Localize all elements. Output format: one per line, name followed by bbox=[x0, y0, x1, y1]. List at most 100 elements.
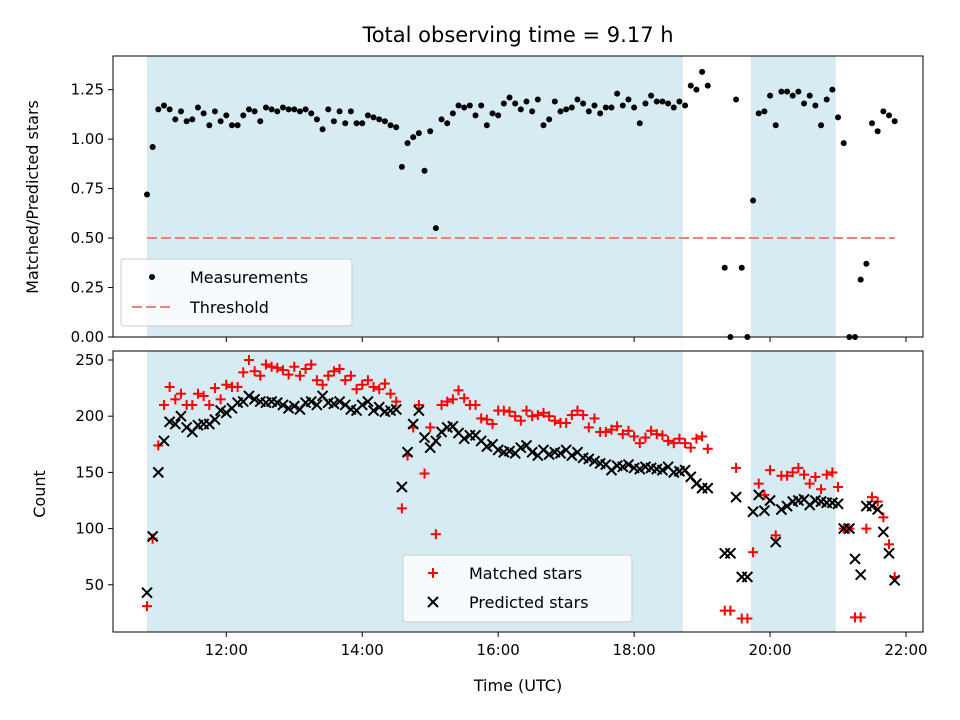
predicted-star-point bbox=[458, 432, 470, 445]
matched-star-point bbox=[396, 503, 407, 514]
measurement-point bbox=[721, 264, 728, 271]
measurement-point bbox=[251, 108, 258, 115]
measurement-point bbox=[347, 108, 354, 115]
x-tick-label: 12:00 bbox=[205, 641, 248, 659]
matched-star-point bbox=[323, 370, 334, 381]
measurement-point bbox=[806, 92, 813, 99]
matched-star-point bbox=[765, 465, 776, 476]
predicted-star-point bbox=[277, 399, 289, 411]
matched-star-point bbox=[306, 359, 317, 370]
measurement-point bbox=[642, 100, 649, 107]
measurement-point bbox=[580, 100, 587, 107]
measurement-point bbox=[512, 100, 519, 107]
bottom-panel: 50 100 150 200 250 12:00 14:00 16:00 18:00 20:00… bbox=[30, 350, 928, 695]
measurement-point bbox=[778, 88, 785, 95]
matched-star-point bbox=[753, 478, 764, 489]
predicted-star-point bbox=[390, 403, 402, 416]
measurement-point bbox=[279, 104, 286, 111]
predicted-star-point bbox=[333, 395, 346, 408]
measurement-point bbox=[585, 108, 592, 115]
y-tick-label: 200 bbox=[75, 407, 104, 425]
matched-star-point bbox=[255, 370, 266, 381]
matched-star-point bbox=[340, 375, 351, 386]
measurement-point bbox=[234, 122, 241, 129]
bottom-y-axis-label: Count bbox=[30, 470, 49, 518]
measurement-point bbox=[404, 140, 411, 147]
matched-star-point bbox=[833, 482, 844, 493]
matched-star-point bbox=[221, 379, 232, 390]
predicted-star-point bbox=[169, 418, 182, 430]
measurement-point bbox=[466, 102, 473, 109]
predicted-star-point bbox=[430, 435, 442, 447]
measurement-point bbox=[631, 104, 638, 111]
measurement-point bbox=[268, 106, 275, 113]
matched-star-point bbox=[487, 419, 498, 430]
measurement-point bbox=[704, 82, 711, 89]
matched-star-point bbox=[742, 613, 753, 624]
predicted-star-point bbox=[871, 503, 884, 516]
matched-star-point bbox=[362, 375, 373, 386]
measurement-point bbox=[619, 102, 626, 109]
measurement-point bbox=[478, 102, 485, 109]
figure-title: Total observing time = 9.17 h bbox=[361, 23, 673, 47]
matched-star-point bbox=[566, 410, 577, 421]
measurement-point bbox=[387, 122, 394, 129]
measurement-point bbox=[540, 122, 547, 129]
measurement-point bbox=[489, 110, 496, 117]
matched-star-point bbox=[385, 388, 396, 399]
measurement-point bbox=[342, 120, 349, 127]
measurement-point bbox=[274, 108, 281, 115]
matched-star-point bbox=[725, 605, 736, 616]
matched-star-point bbox=[481, 414, 492, 425]
x-tick-label: 14:00 bbox=[341, 641, 384, 659]
legend-matched-marker bbox=[428, 568, 438, 578]
matched-star-point bbox=[289, 361, 300, 372]
measurement-point bbox=[659, 98, 666, 105]
matched-star-point bbox=[810, 471, 821, 482]
predicted-star-point bbox=[158, 435, 170, 447]
matched-star-point bbox=[640, 432, 651, 443]
measurement-point bbox=[200, 110, 207, 117]
predicted-star-point bbox=[418, 431, 431, 444]
matched-star-point bbox=[215, 394, 226, 405]
bottom-x-ticks: 12:00 14:00 16:00 18:00 20:00 22:00 bbox=[205, 632, 928, 659]
measurement-point bbox=[228, 122, 235, 129]
predicted-star-point bbox=[702, 482, 714, 494]
matched-star-point bbox=[816, 484, 827, 495]
predicted-star-point bbox=[747, 506, 759, 518]
measurement-point bbox=[761, 108, 768, 115]
predicted-star-point bbox=[843, 522, 856, 535]
matched-star-point bbox=[617, 429, 628, 440]
measurement-point bbox=[444, 120, 451, 127]
matched-star-point bbox=[260, 359, 271, 370]
matched-star-point bbox=[413, 399, 424, 410]
measurement-point bbox=[653, 98, 660, 105]
measurement-point bbox=[534, 96, 541, 103]
predicted-star-point bbox=[758, 504, 771, 517]
matched-star-point bbox=[872, 496, 883, 507]
matched-star-point bbox=[799, 469, 810, 480]
predicted-star-point bbox=[866, 500, 878, 512]
y-tick-label: 1.00 bbox=[71, 130, 104, 148]
matched-star-point bbox=[663, 435, 674, 446]
measurement-point bbox=[177, 108, 184, 115]
matched-star-point bbox=[572, 405, 583, 416]
matched-star-point bbox=[175, 388, 186, 399]
matched-star-point bbox=[793, 462, 804, 473]
matched-star-point bbox=[283, 369, 294, 380]
predicted-star-point bbox=[175, 410, 187, 422]
matched-star-point bbox=[527, 411, 538, 422]
measurement-point bbox=[665, 100, 672, 107]
matched-star-point bbox=[561, 417, 572, 428]
matched-star-point bbox=[425, 422, 436, 433]
x-tick-label: 22:00 bbox=[884, 641, 927, 659]
matched-star-point bbox=[351, 384, 362, 395]
matched-star-point bbox=[266, 361, 277, 372]
measurement-point bbox=[546, 116, 553, 123]
measurement-point bbox=[568, 104, 575, 111]
top-panel: 0.00 0.25 0.50 0.75 1.00 1.25 Matched/Predict… bbox=[23, 55, 924, 346]
predicted-star-point bbox=[407, 418, 419, 430]
matched-star-point bbox=[170, 394, 181, 405]
predicted-star-point bbox=[396, 481, 408, 493]
y-tick-label: 50 bbox=[85, 576, 104, 594]
